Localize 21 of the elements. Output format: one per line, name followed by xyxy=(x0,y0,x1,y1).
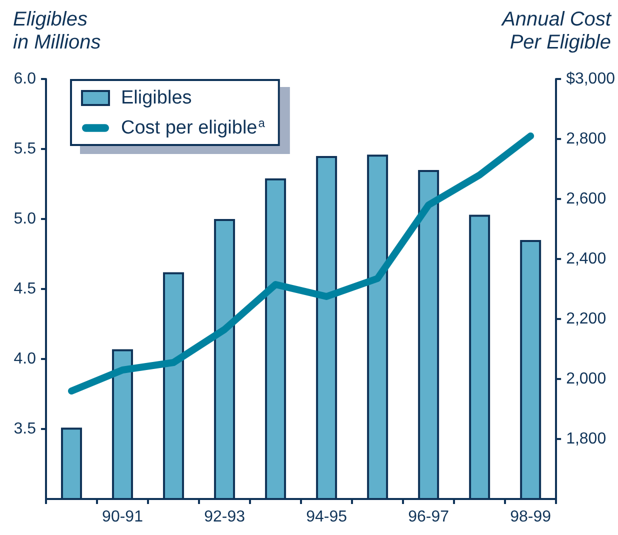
y-tick-label: 5.0 xyxy=(14,210,36,228)
y-tick-label: 4.0 xyxy=(14,350,36,368)
y-tick-label: 4.5 xyxy=(14,280,36,298)
y2-tick-label: 2,800 xyxy=(566,130,606,148)
x-tick-label: 90-91 xyxy=(102,508,144,526)
y-axis-title: Eligibles in Millions xyxy=(13,8,101,54)
y2-axis-title: Annual Cost Per Eligible xyxy=(501,8,612,54)
y2-tick-label: 2,600 xyxy=(566,190,606,208)
y-tick-label: 6.0 xyxy=(14,70,36,88)
y2-tick-label: 2,200 xyxy=(566,310,606,328)
x-tick-label: 96-97 xyxy=(408,508,450,526)
x-tick-label: 94-95 xyxy=(306,508,348,526)
y2-tick-label: $3,000 xyxy=(566,70,616,88)
y2-tick-label: 2,000 xyxy=(566,370,606,388)
y-tick-label: 3.5 xyxy=(14,420,36,438)
y2-tick-label: 2,400 xyxy=(566,250,606,268)
legend-label: Eligibles xyxy=(121,88,192,108)
x-tick-label: 92-93 xyxy=(204,508,246,526)
y2-tick-label: 1,800 xyxy=(566,430,606,448)
x-tick-label: 98-99 xyxy=(510,508,552,526)
y-tick-label: 5.5 xyxy=(14,140,36,158)
